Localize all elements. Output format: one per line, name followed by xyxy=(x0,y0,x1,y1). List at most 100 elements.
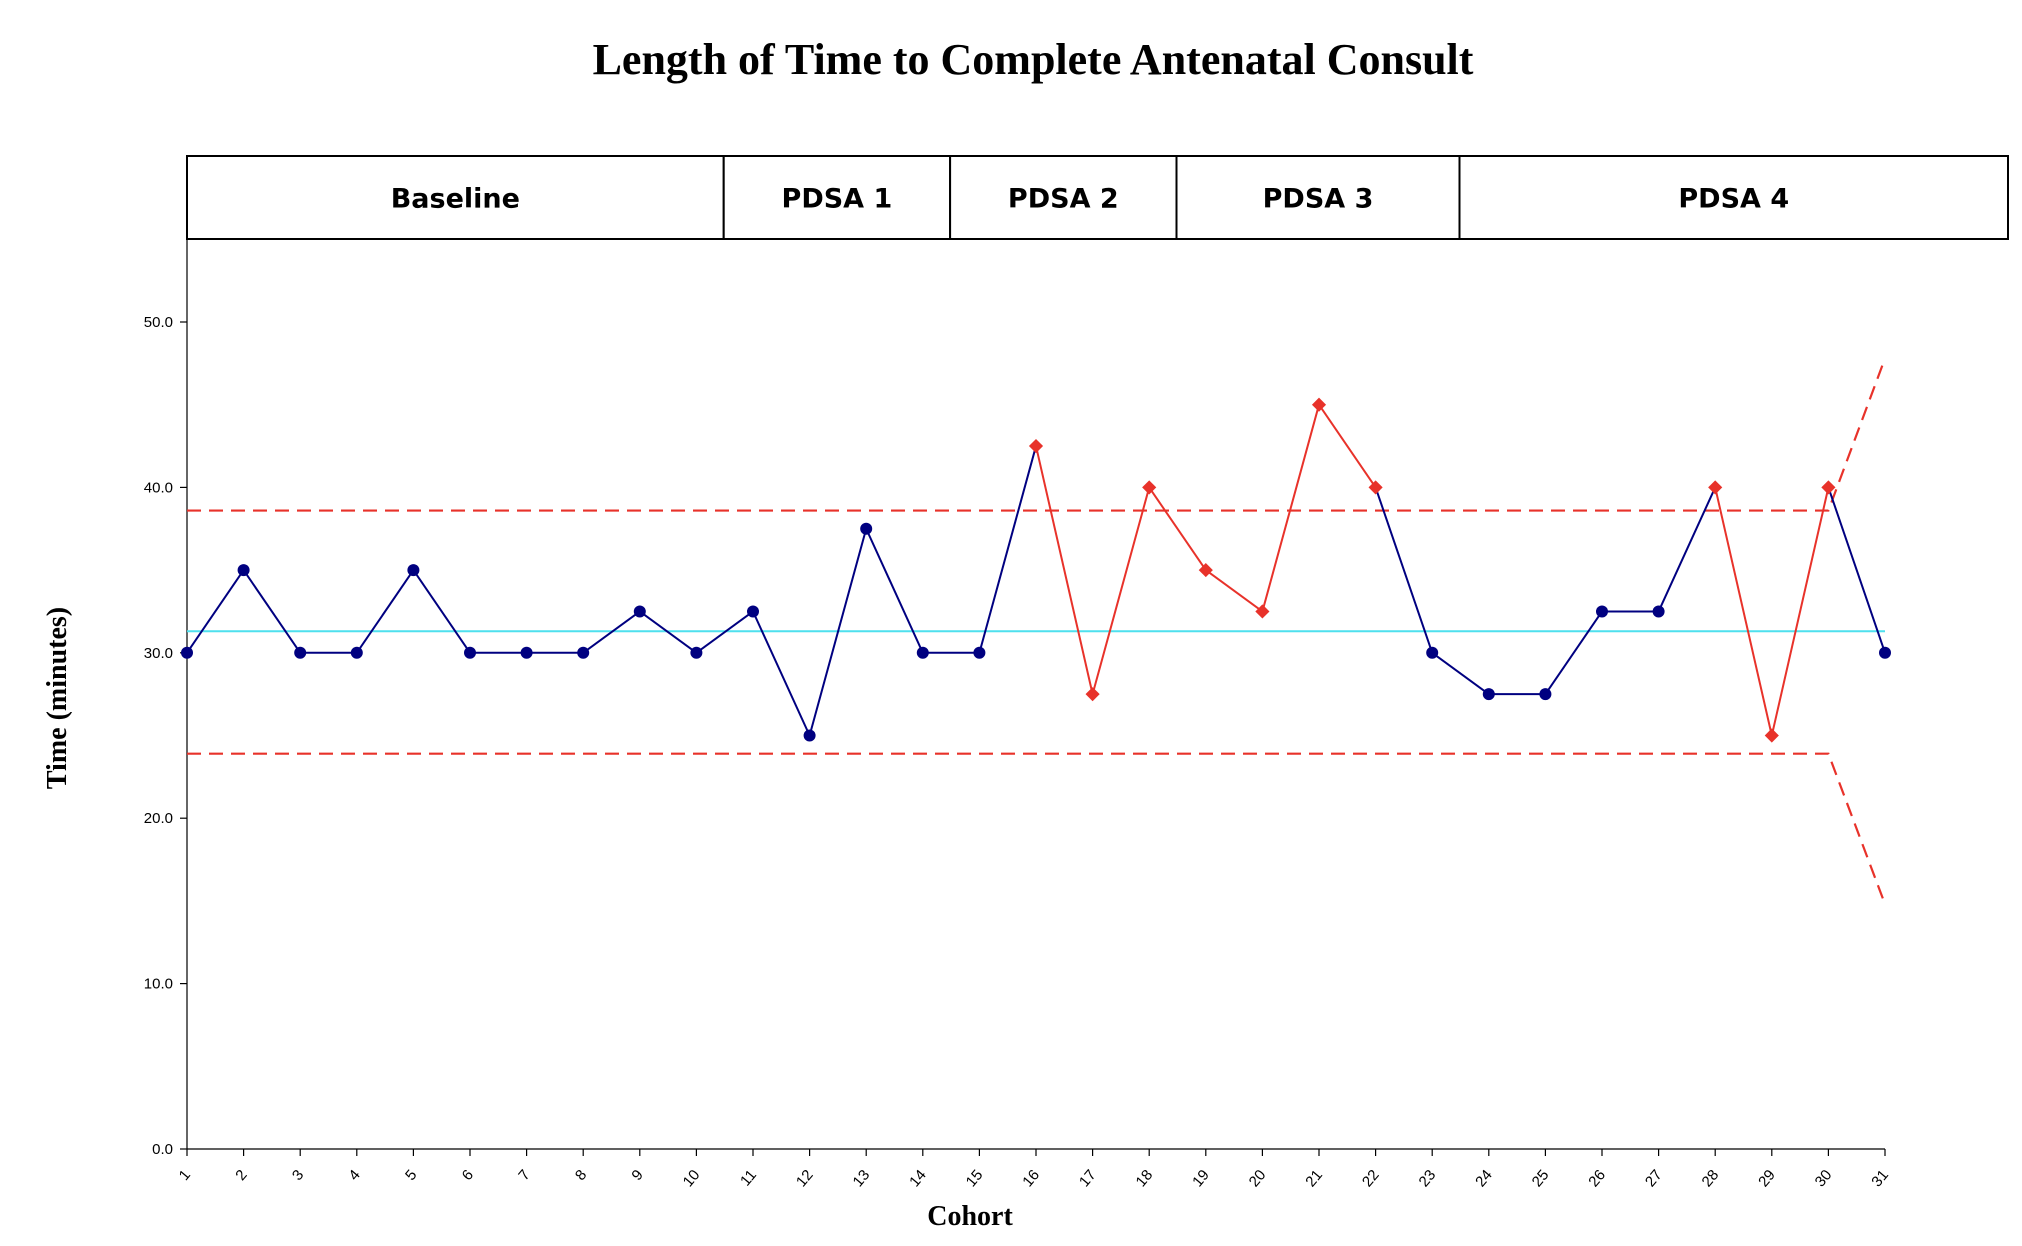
data-point xyxy=(916,646,929,659)
data-point-flagged xyxy=(1255,604,1270,619)
phase-label: PDSA 2 xyxy=(1008,184,1119,215)
data-point xyxy=(1426,646,1439,659)
y-tick-label: 10.0 xyxy=(144,976,173,993)
x-tick-label: 10 xyxy=(680,1167,704,1191)
series-segment xyxy=(1374,487,1434,654)
x-tick-label: 23 xyxy=(1416,1167,1440,1191)
phase-box xyxy=(1458,155,2009,240)
data-point xyxy=(1652,605,1665,618)
data-point-flagged xyxy=(1085,687,1100,702)
x-tick-label: 29 xyxy=(1755,1167,1779,1191)
x-tick-label: 11 xyxy=(737,1167,760,1190)
data-point xyxy=(1596,605,1608,618)
y-tick-label: 0.0 xyxy=(152,1141,173,1158)
x-tick-label: 26 xyxy=(1585,1167,1609,1191)
data-point-flagged xyxy=(1028,438,1044,454)
series-segment xyxy=(1657,486,1717,612)
series-segment xyxy=(355,569,415,654)
x-tick-label: 12 xyxy=(793,1167,817,1191)
x-tick-label: 19 xyxy=(1189,1167,1213,1191)
x-axis-title: Cohort xyxy=(927,1201,1013,1232)
data-point xyxy=(973,646,986,659)
x-tick-label: 3 xyxy=(289,1167,307,1184)
x-tick-label: 16 xyxy=(1019,1167,1043,1191)
x-tick-label: 4 xyxy=(345,1167,363,1184)
series-segment xyxy=(1205,569,1263,613)
series-segment xyxy=(1148,486,1207,571)
series-segment xyxy=(752,611,811,736)
phase-box xyxy=(186,155,725,240)
y-tick-label: 20.0 xyxy=(144,810,173,827)
data-point xyxy=(1482,688,1495,701)
chart-title: Length of Time to Complete Antenatal Con… xyxy=(593,35,1474,84)
x-tick-label: 27 xyxy=(1642,1167,1666,1191)
data-point xyxy=(1879,646,1891,659)
axes: 0.010.020.030.040.050.01 2 3 4 5 6 7 8 9 10 11 12 13… xyxy=(144,239,1892,1190)
series-segment xyxy=(1318,404,1377,488)
phase-label: PDSA 3 xyxy=(1263,184,1374,215)
x-tick-label: 28 xyxy=(1699,1167,1723,1191)
series-segment xyxy=(1431,651,1490,695)
x-tick-label: 21 xyxy=(1302,1167,1326,1191)
data-point xyxy=(294,646,307,659)
upper-control-limit xyxy=(187,358,1887,512)
y-tick-label: 50.0 xyxy=(144,314,173,331)
series-segment xyxy=(865,528,924,654)
x-tick-label: 25 xyxy=(1529,1167,1553,1191)
series-segment xyxy=(186,569,245,654)
series-segment xyxy=(582,610,641,654)
x-tick-label: 20 xyxy=(1246,1167,1270,1191)
data-series xyxy=(181,397,1891,743)
phase-header: Baseline PDSA 1 PDSA 2 PDSA 3 PDSA 4 xyxy=(186,155,2009,240)
x-tick-label: 6 xyxy=(459,1167,477,1184)
x-tick-label: 31 xyxy=(1868,1167,1892,1191)
series-segment xyxy=(1035,445,1094,695)
data-point-flagged xyxy=(1368,480,1383,495)
data-point xyxy=(860,522,873,535)
data-point-flagged xyxy=(1311,397,1327,412)
series-segment xyxy=(1770,487,1830,736)
data-point xyxy=(1539,688,1552,701)
data-point xyxy=(181,646,193,659)
series-segment xyxy=(639,610,697,654)
data-point-flagged xyxy=(1198,563,1213,578)
series-segment xyxy=(242,569,302,654)
series-segment xyxy=(808,528,868,736)
x-tick-label: 5 xyxy=(402,1167,420,1184)
data-point xyxy=(577,646,590,659)
data-point xyxy=(350,646,363,659)
y-tick-label: 30.0 xyxy=(144,645,173,662)
data-point xyxy=(520,646,533,659)
x-tick-label: 18 xyxy=(1133,1167,1157,1191)
series-segment xyxy=(978,445,1037,654)
x-tick-label: 1 xyxy=(176,1167,194,1184)
data-point xyxy=(464,646,476,659)
x-tick-label: 13 xyxy=(850,1167,874,1191)
data-point xyxy=(747,605,759,618)
series-segment xyxy=(1091,487,1151,695)
data-point xyxy=(633,605,646,618)
series-segment xyxy=(1544,610,1603,695)
control-limits xyxy=(187,358,1887,905)
y-tick-label: 40.0 xyxy=(144,479,173,496)
x-tick-label: 24 xyxy=(1472,1167,1496,1191)
x-tick-label: 15 xyxy=(963,1167,987,1191)
series-segment xyxy=(1261,404,1320,612)
series-segment xyxy=(1714,487,1773,736)
phase-label: PDSA 4 xyxy=(1678,184,1789,215)
x-tick-label: 9 xyxy=(628,1167,646,1184)
data-point xyxy=(803,729,816,742)
phase-box xyxy=(949,155,1178,240)
data-point-flagged xyxy=(1764,728,1779,743)
x-tick-label: 8 xyxy=(572,1167,590,1184)
phase-box xyxy=(722,155,952,240)
phase-label: Baseline xyxy=(391,184,520,215)
x-tick-label: 17 xyxy=(1076,1167,1100,1191)
data-point-flagged xyxy=(1142,480,1157,495)
data-point-flagged xyxy=(1708,480,1723,495)
data-point xyxy=(237,564,250,577)
x-tick-label: 22 xyxy=(1359,1167,1383,1191)
x-tick-label: 14 xyxy=(906,1167,930,1191)
y-axis-title: Time (minutes) xyxy=(42,607,73,789)
